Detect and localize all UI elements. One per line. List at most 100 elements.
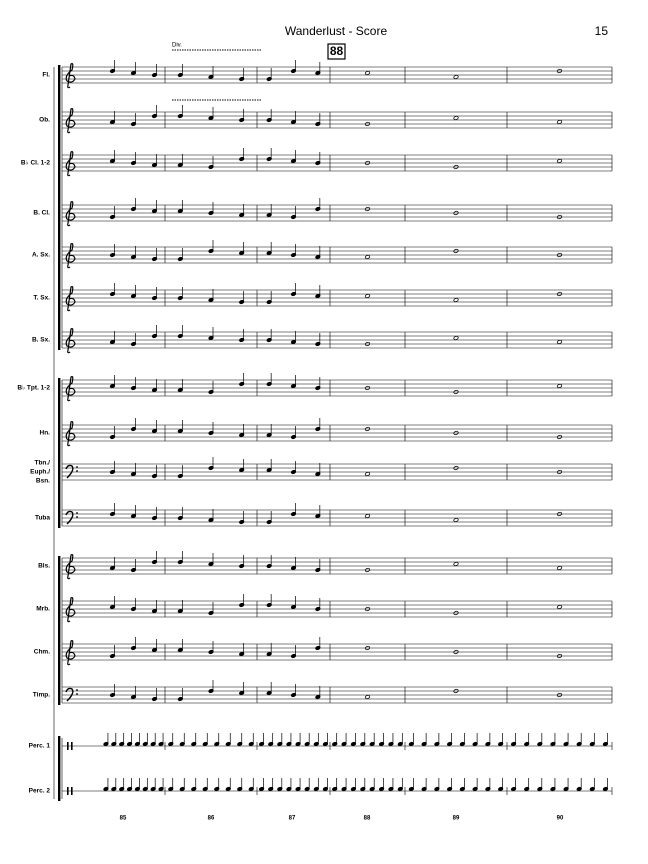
rehearsal-mark: 88: [330, 44, 344, 58]
perc-clef: [67, 742, 69, 750]
notehead: [453, 465, 459, 471]
notehead: [556, 469, 563, 475]
notehead: [364, 694, 371, 700]
notehead: [556, 68, 563, 74]
notehead: [453, 115, 459, 121]
notehead: [556, 653, 563, 659]
treble-clef: [65, 421, 76, 447]
bass-clef-dot: [76, 516, 78, 518]
bass-clef-dot: [76, 470, 78, 472]
notehead: [364, 471, 371, 477]
notehead: [453, 248, 459, 254]
notehead: [453, 561, 459, 567]
measure-number: 85: [120, 816, 127, 822]
instrument-name: B. Cl.: [33, 210, 50, 217]
instrument-name: Perc. 2: [29, 788, 51, 795]
measure-number: 90: [557, 816, 564, 822]
treble-clef: [65, 597, 76, 623]
notehead: [453, 430, 459, 436]
treble-clef: [65, 328, 76, 354]
bass-clef-dot: [76, 689, 78, 691]
page-number: 15: [595, 24, 609, 38]
notehead: [453, 74, 459, 80]
instrument-name: Bls.: [38, 563, 50, 570]
treble-clef: [65, 63, 76, 89]
treble-clef: [65, 108, 76, 134]
measure-number: 88: [364, 816, 371, 822]
instrument-name: Tuba: [35, 515, 50, 522]
notehead: [364, 606, 371, 612]
notehead: [364, 160, 371, 166]
instrument-name: Chm.: [34, 649, 50, 656]
instrument-name: T. Sx.: [33, 295, 50, 302]
treble-clef: [65, 243, 76, 269]
notehead: [453, 210, 459, 216]
treble-clef: [65, 640, 76, 666]
notehead: [364, 426, 371, 432]
instrument-name: B♭ Tpt. 1-2: [17, 385, 50, 392]
notehead: [453, 610, 459, 616]
instrument-name: Ob.: [39, 117, 50, 124]
notehead: [364, 293, 371, 299]
notehead: [556, 339, 563, 345]
instrument-name: Timp.: [33, 692, 50, 699]
measure-number: 89: [453, 816, 460, 822]
notehead: [453, 335, 459, 341]
bracket: [58, 736, 61, 801]
measure-number: 86: [208, 816, 215, 822]
notehead: [556, 291, 563, 297]
notehead: [453, 649, 459, 655]
notehead: [364, 254, 371, 260]
notehead: [556, 158, 563, 164]
perc-clef: [67, 787, 69, 795]
instrument-name: Hn.: [40, 430, 51, 437]
notehead: [556, 252, 563, 258]
bass-clef-dot: [76, 693, 78, 695]
notehead: [453, 517, 459, 523]
instrument-name: Euph./: [30, 469, 50, 476]
treble-clef: [65, 554, 76, 580]
systems: Fl. Ob. B♭ Cl. 1-2 B. Cl. A. Sx. T. Sx. B. Sx.…: [17, 60, 613, 822]
notehead: [556, 119, 563, 125]
treble-clef: [65, 151, 76, 177]
title: Wanderlust - Score: [285, 24, 388, 38]
perc-clef: [71, 787, 73, 795]
notehead: [453, 297, 459, 303]
notehead: [556, 434, 563, 440]
notehead: [364, 70, 371, 76]
rehearsal-box: [327, 43, 346, 60]
notehead: [556, 383, 563, 389]
notehead: [556, 511, 563, 517]
treble-clef: [65, 201, 76, 227]
instrument-name: Perc. 1: [29, 743, 51, 750]
bracket: [58, 556, 61, 705]
direction: Div.: [172, 43, 182, 49]
bracket: [58, 378, 61, 528]
notehead: [364, 513, 371, 519]
notehead: [364, 341, 371, 347]
treble-clef: [65, 286, 76, 312]
notehead: [364, 567, 371, 573]
notehead: [556, 604, 563, 610]
measure-number: 87: [289, 816, 296, 822]
notehead: [556, 565, 563, 571]
notehead: [556, 214, 563, 220]
notehead: [556, 692, 563, 698]
notehead: [364, 385, 371, 391]
treble-clef: [65, 376, 76, 402]
notehead: [453, 389, 459, 395]
instrument-name: B. Sx.: [32, 337, 50, 344]
instrument-name: Tbn./: [34, 460, 50, 467]
bass-clef: [65, 464, 74, 479]
perc-clef: [71, 742, 73, 750]
notehead: [364, 121, 371, 127]
notehead: [453, 688, 459, 694]
instrument-name: Mrb.: [36, 606, 50, 613]
instrument-name: Fl.: [42, 72, 50, 79]
instrument-name: A. Sx.: [32, 252, 50, 259]
notehead: [364, 645, 371, 651]
bass-clef: [65, 687, 74, 702]
instrument-name: B♭ Cl. 1-2: [21, 160, 50, 167]
